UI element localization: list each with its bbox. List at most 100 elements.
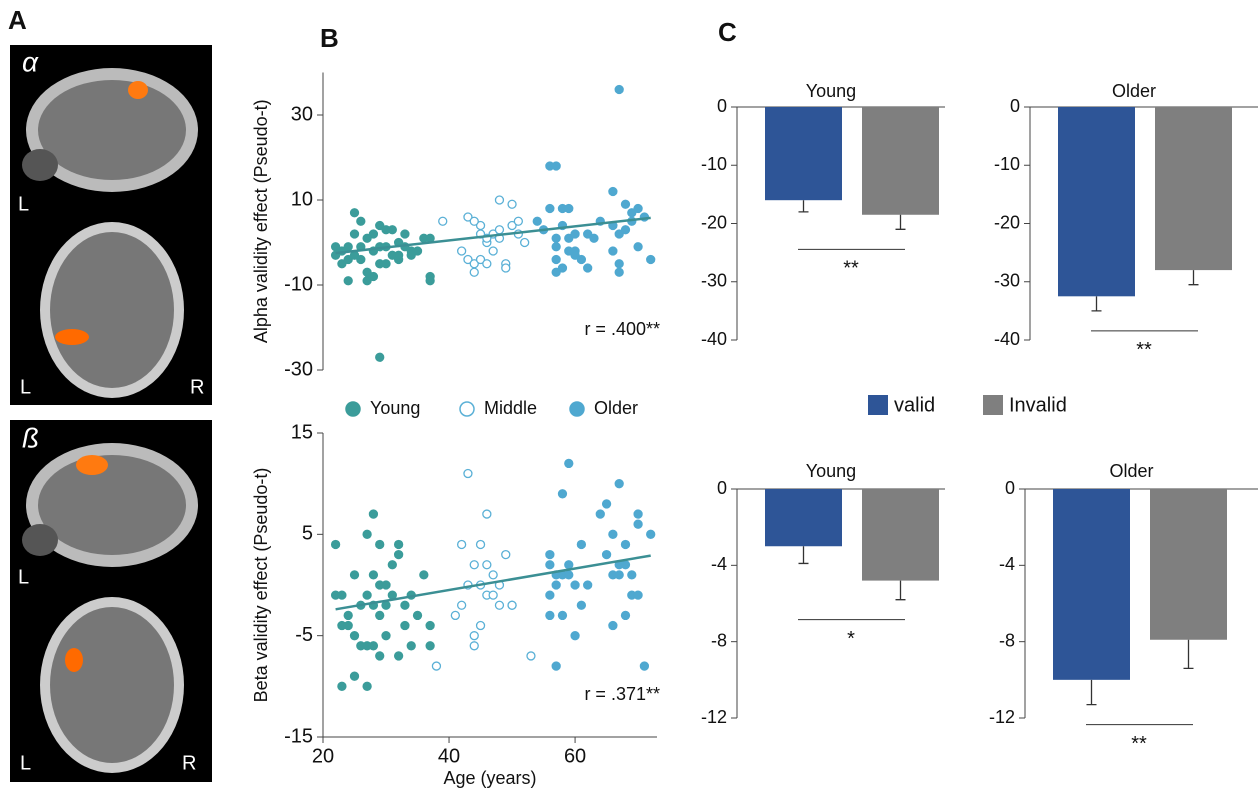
y-tick-label: -12 — [989, 707, 1015, 727]
y-tick-label: -30 — [994, 271, 1020, 291]
panel-label: A — [8, 5, 27, 35]
y-tick-label: 15 — [291, 421, 313, 443]
error-bar — [895, 214, 906, 230]
point — [494, 225, 505, 235]
point — [614, 259, 624, 269]
point — [393, 549, 404, 560]
point — [419, 570, 429, 580]
point — [601, 499, 612, 509]
legend-label: Older — [594, 398, 638, 418]
point — [469, 267, 479, 277]
point — [400, 600, 410, 610]
point — [564, 560, 574, 570]
point — [375, 220, 385, 231]
point — [393, 250, 404, 260]
brain-texture — [50, 232, 174, 388]
point — [620, 225, 631, 235]
point — [583, 229, 593, 239]
point — [614, 570, 624, 580]
bar — [1150, 489, 1227, 640]
hemisphere-label: L — [20, 752, 31, 774]
x-axis-label: Age (years) — [443, 768, 536, 788]
point — [595, 509, 605, 519]
point — [362, 590, 372, 600]
point — [393, 539, 404, 550]
point — [633, 519, 643, 529]
point — [343, 242, 353, 252]
legend-label: Young — [370, 398, 420, 418]
point — [620, 610, 631, 621]
y-tick-label: -8 — [711, 630, 727, 650]
point — [381, 259, 391, 269]
bar — [862, 107, 939, 215]
point — [330, 539, 341, 550]
point — [438, 216, 448, 226]
point — [551, 233, 561, 243]
point — [349, 671, 360, 681]
activation — [128, 81, 148, 99]
point — [368, 641, 379, 651]
point — [494, 600, 505, 610]
point — [387, 225, 397, 235]
y-tick-label: -8 — [999, 630, 1015, 650]
point — [343, 620, 353, 631]
y-tick-label: -4 — [999, 554, 1015, 574]
point — [501, 549, 511, 560]
point — [387, 560, 397, 570]
point — [507, 199, 517, 209]
hemisphere-label: L — [20, 376, 31, 398]
error-bar — [1183, 639, 1194, 670]
point — [475, 539, 486, 550]
point — [400, 229, 410, 239]
chart-title: Older — [1112, 81, 1156, 101]
point — [337, 259, 347, 269]
bar — [765, 489, 842, 547]
point — [349, 570, 360, 580]
point — [507, 600, 517, 610]
point — [627, 570, 637, 580]
point — [406, 641, 416, 651]
annotation: r = .371** — [584, 684, 660, 704]
y-axis-label: Beta validity effect (Pseudo-t) — [251, 468, 271, 703]
point — [646, 529, 656, 539]
point — [570, 250, 580, 260]
brain-texture — [38, 80, 186, 180]
y-tick-label: -40 — [994, 329, 1020, 349]
point — [627, 208, 637, 218]
point — [501, 263, 511, 273]
point — [412, 246, 423, 256]
point — [343, 276, 353, 286]
point — [551, 242, 561, 252]
point — [545, 549, 555, 560]
point — [381, 580, 391, 590]
point — [488, 590, 498, 600]
point — [356, 216, 366, 226]
point — [337, 590, 347, 600]
point — [425, 276, 435, 286]
point — [469, 631, 479, 641]
x-tick-label: 40 — [438, 745, 460, 767]
y-tick-label: 0 — [1010, 96, 1020, 116]
point — [564, 458, 574, 469]
point — [356, 254, 366, 265]
chart-title: Older — [1109, 461, 1153, 481]
point — [614, 229, 624, 239]
point — [633, 242, 643, 252]
legend-marker — [459, 401, 475, 417]
point — [368, 509, 379, 519]
point — [463, 212, 473, 222]
point — [601, 549, 612, 560]
y-tick-label: -40 — [701, 329, 727, 349]
hemisphere-label: R — [190, 376, 204, 398]
point — [570, 580, 580, 590]
point — [475, 620, 486, 631]
legend-swatch — [983, 395, 1003, 415]
y-tick-label: 0 — [717, 96, 727, 116]
point — [545, 610, 555, 621]
point — [589, 233, 599, 243]
point — [557, 610, 568, 621]
error-bar — [1188, 270, 1199, 286]
legend-label: valid — [894, 394, 935, 416]
point — [431, 661, 442, 671]
